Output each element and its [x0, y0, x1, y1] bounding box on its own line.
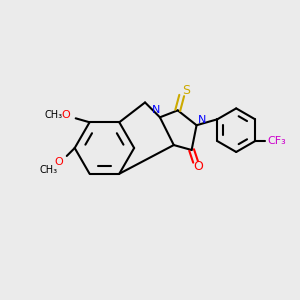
- Text: S: S: [182, 84, 190, 97]
- Text: O: O: [194, 160, 203, 173]
- Text: CH₃: CH₃: [40, 165, 58, 175]
- Text: O: O: [61, 110, 70, 120]
- Text: CH₃: CH₃: [45, 110, 63, 120]
- Text: CF₃: CF₃: [268, 136, 286, 146]
- Text: N: N: [198, 115, 207, 125]
- Text: O: O: [55, 157, 63, 167]
- Text: N: N: [152, 105, 160, 116]
